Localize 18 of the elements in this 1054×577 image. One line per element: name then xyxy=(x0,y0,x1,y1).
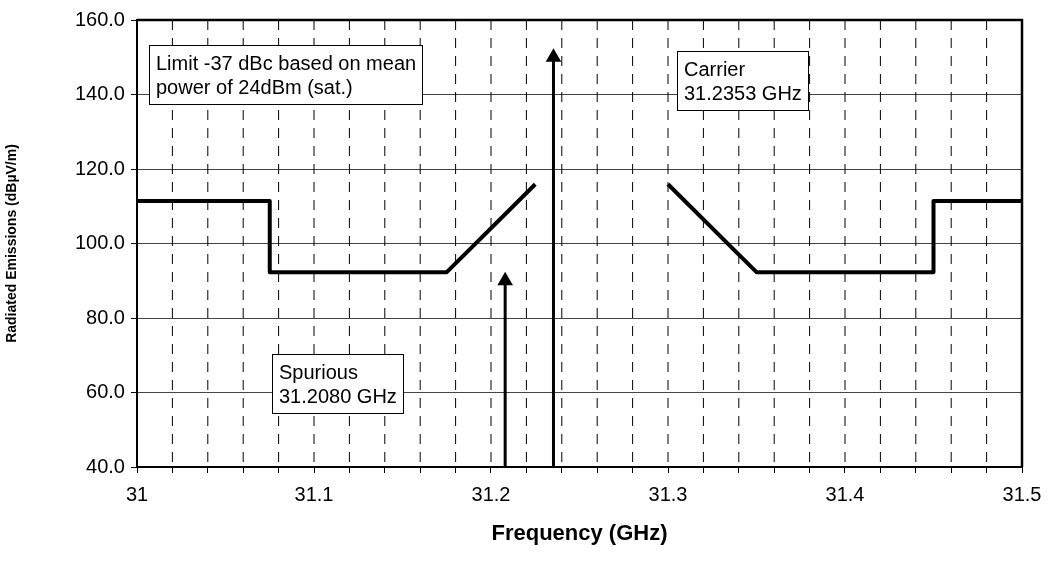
y-tick-label: 140.0 xyxy=(74,82,125,105)
y-tick-label: 80.0 xyxy=(86,305,125,328)
y-tick-label: 60.0 xyxy=(86,380,125,403)
y-axis-title: Radiated Emissions (dBµV/m) xyxy=(3,144,20,343)
y-tick-label: 120.0 xyxy=(74,156,125,179)
x-tick-label: 31.2 xyxy=(471,482,511,505)
x-tick-label: 31.1 xyxy=(294,482,334,505)
y-tick-label: 160.0 xyxy=(74,7,125,30)
x-tick-label: 31 xyxy=(125,482,149,505)
x-tick-label: 31.3 xyxy=(648,482,688,505)
y-tick-label: 100.0 xyxy=(74,231,125,254)
annotation: Limit -37 dBc based on mean power of 24dBm (sat.) xyxy=(149,45,424,105)
x-axis-title: Frequency (GHz) xyxy=(491,519,668,545)
x-tick-label: 31.4 xyxy=(825,482,865,505)
annotation: Spurious 31.2080 GHz xyxy=(272,354,404,414)
y-tick-label: 40.0 xyxy=(86,454,125,477)
x-tick-label: 31.5 xyxy=(1002,482,1042,505)
annotation: Carrier 31.2353 GHz xyxy=(677,51,809,111)
